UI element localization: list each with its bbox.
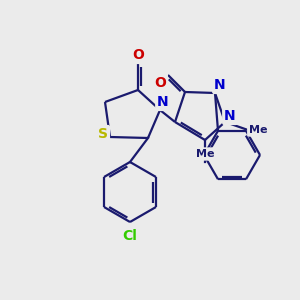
Text: Me: Me	[249, 125, 267, 135]
Text: N: N	[157, 95, 169, 109]
Text: N: N	[224, 109, 236, 123]
Text: N: N	[214, 78, 226, 92]
Text: O: O	[154, 76, 166, 90]
Text: O: O	[132, 48, 144, 62]
Text: Cl: Cl	[123, 229, 137, 243]
Text: Me: Me	[196, 149, 214, 159]
Text: S: S	[98, 127, 108, 141]
